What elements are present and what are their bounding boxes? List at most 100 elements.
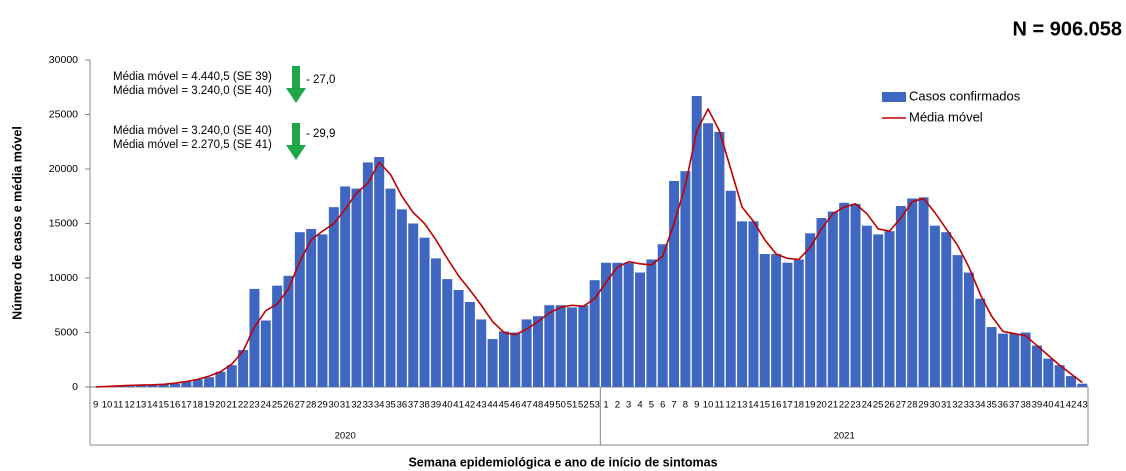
legend-label: Casos confirmados <box>909 88 1021 103</box>
bar <box>226 365 237 387</box>
bar <box>1043 358 1054 387</box>
bar <box>816 218 827 387</box>
x-tick-label: 12 <box>124 400 135 411</box>
x-tick-label: 11 <box>113 400 123 411</box>
x-tick-label: 30 <box>329 400 340 411</box>
bar <box>850 203 861 387</box>
x-tick-label: 38 <box>419 400 430 411</box>
x-tick-label: 25 <box>873 400 884 411</box>
bar <box>283 275 294 387</box>
x-tick-label: 22 <box>839 400 850 411</box>
x-tick-label: 23 <box>249 400 260 411</box>
bar <box>986 327 997 387</box>
bar <box>589 280 600 387</box>
x-tick-label: 31 <box>941 400 952 411</box>
bar <box>1065 376 1076 387</box>
bar <box>1054 365 1065 387</box>
bar <box>578 305 589 387</box>
x-tick-label: 37 <box>408 400 419 411</box>
bar <box>124 385 135 387</box>
x-tick-label: 53 <box>589 400 600 411</box>
annotation-text: Média móvel = 3.240,0 (SE 40) <box>113 125 272 137</box>
bar <box>294 232 305 387</box>
x-tick-label: 12 <box>725 400 736 411</box>
x-tick-label: 48 <box>533 400 544 411</box>
x-tick-label: 17 <box>782 400 793 411</box>
x-tick-label: 21 <box>226 400 237 411</box>
chart-title: N = 906.058 <box>1012 18 1122 40</box>
x-axis-label: Semana epidemiológica e ano de início de… <box>408 455 717 469</box>
x-tick-label: 45 <box>499 400 510 411</box>
x-tick-label: 13 <box>136 400 147 411</box>
y-tick-label: 5000 <box>55 326 79 338</box>
bar <box>487 339 498 387</box>
x-tick-label: 22 <box>238 400 249 411</box>
x-tick-label: 20 <box>816 400 827 411</box>
x-tick-label: 29 <box>317 400 328 411</box>
bar <box>623 262 634 387</box>
bar <box>771 254 782 387</box>
x-tick-label: 50 <box>555 400 566 411</box>
legend-swatch <box>882 92 906 102</box>
annotation-text: Média móvel = 4.440,5 (SE 39) <box>113 71 272 83</box>
x-tick-label: 11 <box>714 400 724 411</box>
x-tick-label: 9 <box>93 400 98 411</box>
bar <box>260 320 271 387</box>
bar <box>997 333 1008 387</box>
x-tick-label: 13 <box>737 400 748 411</box>
bar <box>941 232 952 387</box>
bar <box>635 272 646 387</box>
annotation-change: - 27,0 <box>306 74 335 86</box>
x-tick-label: 49 <box>544 400 555 411</box>
bar <box>362 162 373 387</box>
x-tick-label: 32 <box>952 400 963 411</box>
moving-average-line <box>95 107 1083 388</box>
x-tick-label: 16 <box>771 400 782 411</box>
x-tick-label: 5 <box>649 400 654 411</box>
bar <box>839 202 850 387</box>
x-tick-label: 18 <box>794 400 805 411</box>
bar <box>317 234 328 387</box>
bar <box>215 371 226 387</box>
bar <box>680 171 691 387</box>
bar <box>759 254 770 387</box>
x-tick-label: 33 <box>964 400 975 411</box>
x-tick-label: 28 <box>306 400 317 411</box>
bar <box>612 262 623 387</box>
bar <box>827 211 838 387</box>
x-tick-label: 36 <box>397 400 408 411</box>
x-tick-label: 43 <box>476 400 487 411</box>
bar <box>1020 332 1031 387</box>
bar <box>873 234 884 387</box>
bar <box>952 255 963 387</box>
x-tick-label: 34 <box>374 400 385 411</box>
bar <box>328 207 339 387</box>
bar <box>963 272 974 387</box>
bar <box>238 349 249 387</box>
x-tick-label: 46 <box>510 400 521 411</box>
x-tick-label: 18 <box>192 400 203 411</box>
bar <box>929 225 940 387</box>
x-tick-label: 10 <box>703 400 714 411</box>
bar <box>351 188 362 387</box>
bar <box>136 384 147 387</box>
x-tick-label: 35 <box>986 400 997 411</box>
x-tick-label: 29 <box>918 400 929 411</box>
x-tick-label: 43 <box>1077 400 1088 411</box>
bar <box>714 131 725 387</box>
bar <box>147 384 158 387</box>
bar <box>158 384 169 387</box>
bar <box>464 301 475 387</box>
x-tick-label: 16 <box>170 400 181 411</box>
bar <box>498 331 509 387</box>
bar <box>442 279 453 387</box>
x-tick-label: 42 <box>1066 400 1077 411</box>
x-tick-label: 47 <box>521 400 532 411</box>
x-tick-label: 36 <box>998 400 1009 411</box>
x-tick-label: 26 <box>884 400 895 411</box>
bar <box>1009 333 1020 387</box>
bar <box>272 285 283 387</box>
bar <box>476 319 487 387</box>
bar <box>374 157 385 387</box>
bar <box>170 383 181 387</box>
